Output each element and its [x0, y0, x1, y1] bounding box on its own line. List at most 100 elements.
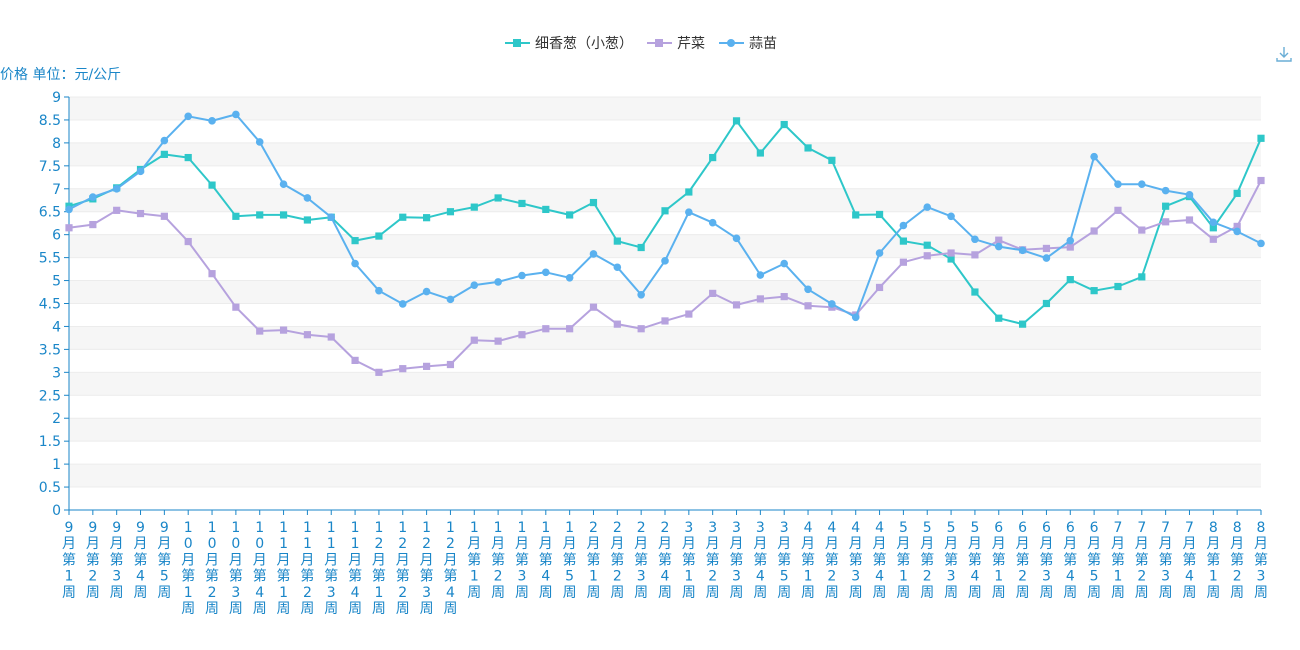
data-point[interactable] [804, 302, 812, 310]
data-point[interactable] [1257, 239, 1265, 248]
data-point[interactable] [232, 303, 240, 311]
data-point[interactable] [303, 194, 312, 202]
data-point[interactable] [923, 252, 931, 260]
data-point[interactable] [89, 220, 97, 229]
data-point[interactable] [208, 117, 216, 125]
data-point[interactable] [1162, 202, 1170, 210]
data-point[interactable] [685, 310, 693, 318]
data-point[interactable] [1042, 254, 1051, 262]
data-point[interactable] [1019, 320, 1027, 328]
data-point[interactable] [732, 117, 741, 125]
data-point[interactable] [995, 236, 1003, 244]
data-point[interactable] [208, 270, 216, 278]
data-point[interactable] [327, 333, 335, 341]
data-point[interactable] [971, 235, 979, 244]
data-point[interactable] [399, 213, 407, 221]
data-point[interactable] [637, 325, 645, 333]
data-point[interactable] [160, 150, 168, 158]
data-point[interactable] [446, 295, 455, 304]
data-point[interactable] [971, 251, 979, 259]
data-point[interactable] [279, 326, 288, 334]
data-point[interactable] [1233, 222, 1241, 231]
data-point[interactable] [637, 290, 645, 299]
data-point[interactable] [661, 207, 669, 215]
data-point[interactable] [1162, 218, 1170, 226]
data-point[interactable] [208, 181, 216, 189]
data-point[interactable] [518, 271, 526, 280]
data-point[interactable] [756, 149, 764, 157]
data-point[interactable] [136, 209, 145, 218]
data-point[interactable] [995, 314, 1003, 322]
data-point[interactable] [947, 212, 955, 221]
data-point[interactable] [923, 241, 931, 249]
data-point[interactable] [1138, 273, 1146, 281]
data-point[interactable] [423, 214, 431, 222]
data-point[interactable] [446, 360, 455, 369]
download-icon[interactable] [1274, 44, 1294, 64]
data-point[interactable] [279, 180, 288, 188]
data-point[interactable] [1233, 189, 1241, 197]
data-point[interactable] [565, 274, 574, 282]
data-point[interactable] [398, 300, 407, 308]
data-point[interactable] [613, 320, 621, 328]
data-point[interactable] [303, 331, 311, 339]
data-point[interactable] [852, 211, 860, 219]
data-point[interactable] [184, 112, 192, 121]
data-point[interactable] [1138, 226, 1146, 234]
data-point[interactable] [542, 205, 550, 214]
data-point[interactable] [566, 325, 574, 333]
data-point[interactable] [255, 138, 264, 146]
data-point[interactable] [351, 356, 359, 365]
legend-item-0[interactable]: 细香葱（小葱） [505, 33, 633, 53]
data-point[interactable] [351, 237, 359, 245]
data-point[interactable] [232, 110, 240, 119]
data-point[interactable] [1185, 216, 1194, 224]
data-point[interactable] [589, 303, 598, 311]
data-point[interactable] [1066, 276, 1074, 284]
data-point[interactable] [589, 250, 598, 258]
data-point[interactable] [160, 212, 168, 220]
data-point[interactable] [232, 212, 240, 220]
data-point[interactable] [470, 203, 478, 211]
data-point[interactable] [589, 198, 598, 207]
data-point[interactable] [375, 232, 383, 240]
data-point[interactable] [566, 211, 574, 219]
data-point[interactable] [661, 257, 669, 265]
data-point[interactable] [113, 206, 121, 214]
data-point[interactable] [756, 271, 765, 279]
data-point[interactable] [1257, 134, 1265, 142]
data-point[interactable] [1090, 287, 1098, 295]
data-point[interactable] [1042, 244, 1051, 253]
data-point[interactable] [470, 336, 478, 344]
data-point[interactable] [732, 234, 741, 243]
data-point[interactable] [1066, 243, 1074, 251]
data-point[interactable] [1042, 299, 1051, 308]
legend-item-2[interactable]: 蒜苗 [719, 33, 777, 53]
data-point[interactable] [923, 203, 932, 211]
data-point[interactable] [613, 263, 622, 272]
data-point[interactable] [709, 153, 717, 162]
data-point[interactable] [709, 289, 717, 298]
data-point[interactable] [494, 337, 502, 345]
data-point[interactable] [351, 259, 359, 268]
data-point[interactable] [756, 295, 764, 303]
data-point[interactable] [1209, 224, 1217, 232]
data-point[interactable] [518, 331, 526, 339]
data-point[interactable] [685, 208, 693, 216]
data-point[interactable] [899, 221, 908, 230]
data-point[interactable] [494, 278, 502, 286]
data-point[interactable] [256, 211, 264, 219]
data-point[interactable] [65, 205, 73, 214]
legend-item-1[interactable]: 芹菜 [647, 33, 705, 53]
data-point[interactable] [1114, 282, 1122, 291]
data-point[interactable] [399, 365, 407, 373]
data-point[interactable] [1090, 152, 1098, 161]
data-point[interactable] [470, 281, 479, 289]
data-point[interactable] [613, 237, 621, 245]
data-point[interactable] [136, 167, 145, 176]
data-point[interactable] [375, 286, 383, 295]
data-point[interactable] [780, 120, 788, 129]
data-point[interactable] [1138, 180, 1146, 188]
data-point[interactable] [1161, 186, 1170, 195]
data-point[interactable] [828, 300, 836, 308]
